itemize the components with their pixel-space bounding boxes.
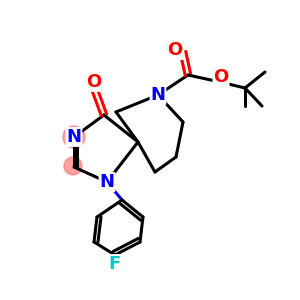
Text: N: N — [100, 173, 115, 191]
Text: N: N — [151, 86, 166, 104]
Circle shape — [64, 157, 82, 175]
Circle shape — [63, 126, 85, 148]
Text: O: O — [86, 73, 102, 91]
Text: F: F — [109, 255, 121, 273]
Text: O: O — [213, 68, 229, 86]
Text: N: N — [67, 128, 82, 146]
Text: O: O — [167, 41, 183, 59]
